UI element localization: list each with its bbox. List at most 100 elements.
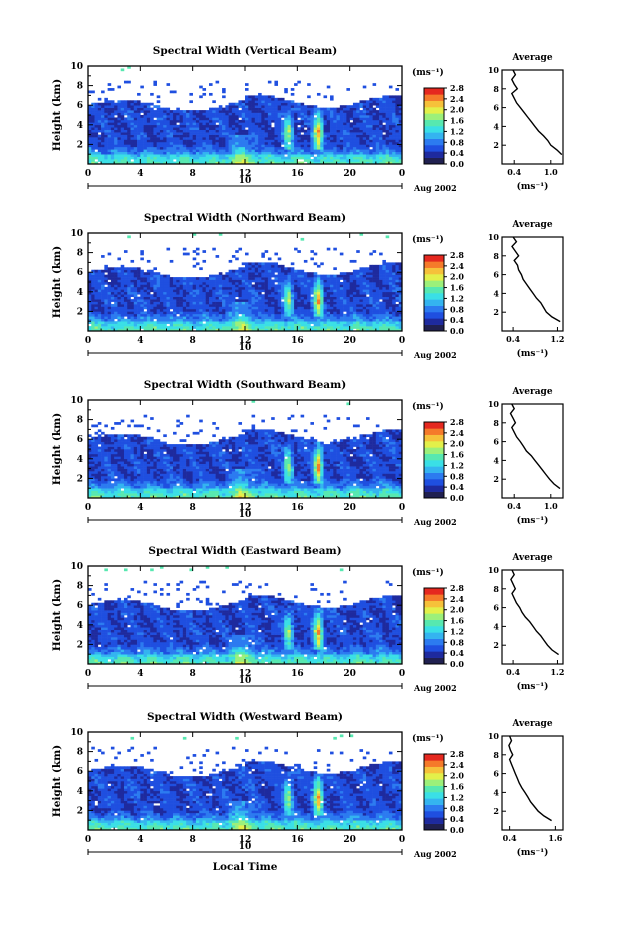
heatmap-cell [261, 112, 265, 116]
heatmap-cell [330, 321, 334, 324]
heatmap-cell [313, 326, 318, 329]
heatmap-cell [251, 107, 256, 111]
heatmap-cell [192, 311, 197, 315]
heatmap-cell [297, 318, 301, 322]
heatmap-cell [254, 115, 259, 118]
heatmap-cell [123, 311, 128, 315]
heatmap-cell [277, 124, 282, 128]
heatmap-cell [130, 272, 135, 275]
heatmap-cell [323, 151, 328, 155]
heatmap-cell [372, 139, 377, 143]
heatmap-cell [316, 117, 321, 121]
heatmap-cell [372, 161, 377, 165]
heatmap-cell [333, 137, 337, 140]
heatmap-cell [173, 137, 177, 140]
heatmap-cell [261, 97, 265, 101]
heatmap-cell [277, 274, 282, 278]
heatmap-cell [123, 274, 128, 278]
heatmap-cell [150, 286, 154, 290]
heatmap-cell [202, 146, 207, 150]
heatmap-cell [218, 306, 223, 310]
heatmap-cell [192, 110, 197, 113]
heatmap-cell [88, 129, 92, 133]
heatmap-cell [186, 149, 190, 153]
heatmap-cell [280, 139, 285, 143]
heatmap-cell [343, 313, 347, 317]
heatmap-cell [251, 316, 256, 320]
heatmap-cell [120, 296, 125, 300]
heatmap-cell [186, 159, 190, 162]
heatmap-cell [91, 286, 95, 290]
heatmap-cell [235, 321, 239, 324]
heatmap-cell [297, 112, 301, 116]
heatmap-cell [91, 161, 95, 165]
heatmap-cell [225, 151, 229, 155]
heatmap-cell [366, 326, 370, 329]
heatmap-cell [107, 306, 112, 310]
heatmap-cell [320, 149, 324, 153]
heatmap-cell [258, 95, 262, 99]
heatmap-cell [254, 149, 259, 153]
heatmap-cell [258, 92, 262, 96]
heatmap-cell [133, 146, 138, 150]
heatmap-cell [388, 299, 393, 302]
heatmap-cell [362, 316, 367, 320]
heatmap-cell [323, 124, 328, 128]
heatmap-cell [369, 313, 373, 317]
heatmap-cell [189, 132, 193, 135]
heatmap-cell [372, 318, 377, 322]
heatmap-cell [359, 269, 364, 273]
heatmap-cell [150, 284, 154, 288]
heatmap-cell [179, 161, 184, 165]
heatmap-cell [241, 100, 246, 104]
heatmap-cell [101, 102, 105, 106]
heatmap-cell [179, 296, 184, 300]
heatmap-cell [212, 159, 216, 162]
heatmap-cell [176, 294, 180, 297]
heatmap-cell [372, 151, 377, 155]
heatmap-cell [241, 137, 246, 140]
heatmap-cell [159, 286, 164, 290]
heatmap-cell [388, 277, 393, 280]
heatmap-cell [316, 141, 321, 145]
heatmap-cell [349, 129, 354, 133]
heatmap-cell [388, 267, 393, 271]
heatmap-cell [297, 115, 301, 118]
heatmap-cell [133, 313, 138, 317]
heatmap-cell [349, 115, 354, 118]
heatmap-cell [258, 267, 262, 271]
heatmap-cell [398, 299, 403, 302]
heatmap-cell [326, 117, 331, 121]
heatmap-cell [366, 318, 370, 322]
heatmap-cell [267, 102, 272, 106]
heatmap-cell [356, 151, 360, 155]
heatmap-cell [179, 132, 184, 135]
heatmap-cell [258, 139, 262, 143]
heatmap-cell [212, 318, 216, 322]
heatmap-cell [294, 304, 298, 307]
heatmap-cell [372, 321, 377, 324]
heatmap-cell [320, 289, 324, 293]
heatmap-cell [395, 149, 400, 153]
heatmap-cell [143, 115, 148, 118]
heatmap-cell [140, 291, 144, 295]
heatmap-cell [179, 137, 184, 140]
heatmap-cell [316, 286, 321, 290]
heatmap-cell [169, 90, 174, 94]
heatmap-cell [143, 301, 148, 305]
heatmap-cell [91, 146, 95, 150]
heatmap-cell [287, 105, 292, 108]
heatmap-cell [333, 134, 337, 138]
heatmap-cell [140, 144, 144, 148]
heatmap-cell [297, 110, 301, 113]
heatmap-cell [176, 308, 180, 312]
heatmap-cell [186, 122, 190, 126]
heatmap-cell [156, 122, 161, 126]
heatmap-cell [330, 323, 334, 327]
heatmap-cell [251, 154, 256, 157]
heatmap-cell [104, 264, 108, 268]
heatmap-cell [120, 119, 125, 123]
heatmap-cell [349, 139, 354, 143]
heatmap-cell [225, 277, 229, 280]
heatmap-cell [88, 311, 92, 315]
